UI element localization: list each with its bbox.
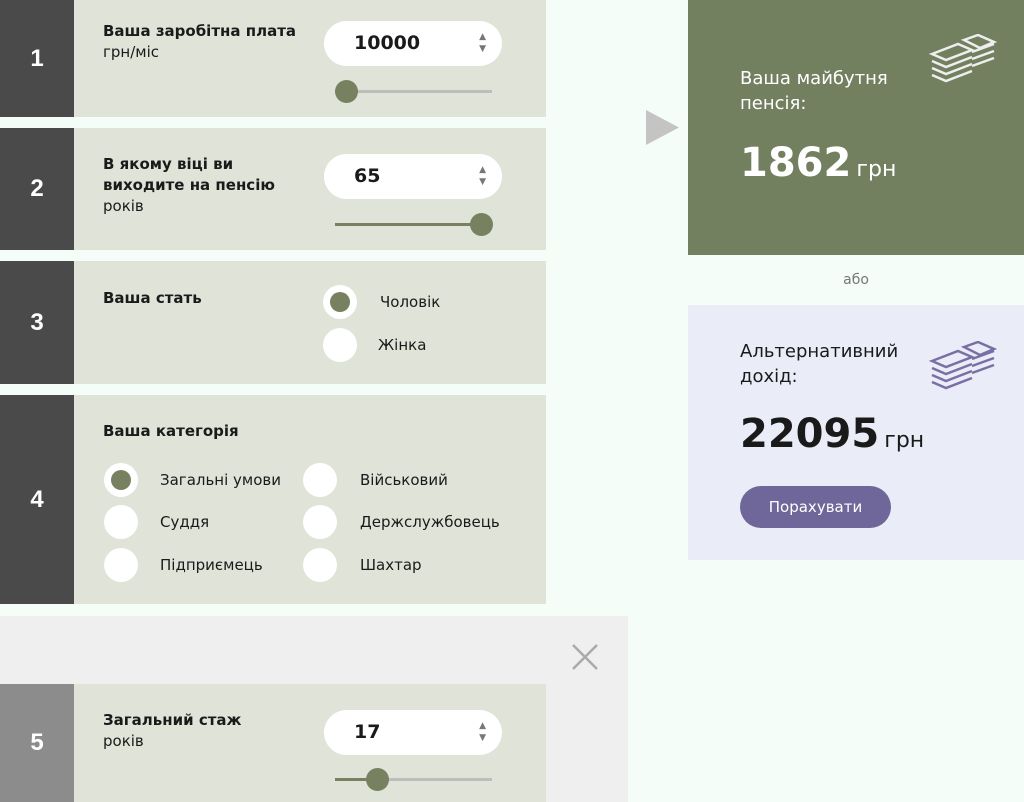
step-number: 2 xyxy=(0,128,74,250)
calculate-button[interactable]: Порахувати xyxy=(740,486,891,528)
radio-judge-label[interactable]: Суддя xyxy=(160,513,210,531)
radio-entrepreneur[interactable] xyxy=(104,548,138,582)
experience-row: 5 Загальний стаж років 17 ▲ ▼ xyxy=(0,684,546,802)
experience-label: Загальний стаж років xyxy=(103,711,242,750)
slider-thumb[interactable] xyxy=(334,80,358,103)
step-number: 4 xyxy=(0,395,74,604)
retirement-age-row: 2 В якому віці ви виходите на пенсію рокі… xyxy=(0,128,546,250)
radio-female[interactable] xyxy=(323,328,357,362)
salary-label: Ваша заробітна плата грн/міс xyxy=(103,22,297,61)
alternative-amount: 22095 грн xyxy=(740,411,925,457)
experience-slider[interactable] xyxy=(335,768,492,791)
radio-female-label[interactable]: Жінка xyxy=(378,336,427,354)
radio-miner-label[interactable]: Шахтар xyxy=(360,556,422,574)
pension-result-card: Ваша майбутня пенсія: 1862 грн xyxy=(688,0,1024,255)
radio-judge[interactable] xyxy=(104,505,138,539)
close-icon[interactable] xyxy=(572,644,598,670)
radio-miner[interactable] xyxy=(303,548,337,582)
retirement-age-label: В якому віці ви виходите на пенсію років xyxy=(103,155,275,215)
radio-general-label[interactable]: Загальні умови xyxy=(160,471,282,489)
play-arrow-icon xyxy=(646,110,679,145)
gender-row: 3 Ваша стать Чоловік Жінка xyxy=(0,261,546,384)
spinner-arrows-icon[interactable]: ▲ ▼ xyxy=(479,721,486,743)
radio-general[interactable] xyxy=(104,463,138,497)
pension-result-title: Ваша майбутня пенсія: xyxy=(740,68,888,114)
salary-slider[interactable] xyxy=(334,80,492,103)
experience-input[interactable]: 17 ▲ ▼ xyxy=(324,710,502,755)
money-stack-icon xyxy=(928,341,998,390)
step-number: 1 xyxy=(0,0,74,117)
radio-entrepreneur-label[interactable]: Підприємець xyxy=(160,556,263,574)
radio-male[interactable] xyxy=(323,285,357,319)
or-separator: або xyxy=(843,272,869,288)
step-number: 5 xyxy=(0,684,74,802)
alternative-income-card: Альтернативний дохід: 22095 грн Порахува… xyxy=(688,305,1024,560)
spinner-arrows-icon[interactable]: ▲ ▼ xyxy=(479,32,486,54)
radio-male-label[interactable]: Чоловік xyxy=(380,293,441,311)
money-stack-icon xyxy=(928,34,998,83)
category-row: 4 Ваша категорія Загальні умови Військов… xyxy=(0,395,546,604)
radio-military-label[interactable]: Військовий xyxy=(360,471,448,489)
slider-thumb[interactable] xyxy=(470,213,493,236)
retirement-age-slider[interactable] xyxy=(335,213,493,236)
retirement-age-input[interactable]: 65 ▲ ▼ xyxy=(324,154,502,199)
radio-civil-servant-label[interactable]: Держслужбовець xyxy=(360,513,500,531)
category-label: Ваша категорія xyxy=(103,422,239,440)
radio-military[interactable] xyxy=(303,463,337,497)
alternative-title: Альтернативний дохід: xyxy=(740,341,899,387)
salary-input[interactable]: 10000 ▲ ▼ xyxy=(324,21,502,66)
gender-label: Ваша стать xyxy=(103,289,202,307)
step-number: 3 xyxy=(0,261,74,384)
slider-thumb[interactable] xyxy=(366,768,390,791)
radio-civil-servant[interactable] xyxy=(303,505,337,539)
salary-row: 1 Ваша заробітна плата грн/міс 10000 ▲ ▼ xyxy=(0,0,546,117)
pension-amount: 1862 грн xyxy=(740,140,897,186)
spinner-arrows-icon[interactable]: ▲ ▼ xyxy=(479,165,486,187)
